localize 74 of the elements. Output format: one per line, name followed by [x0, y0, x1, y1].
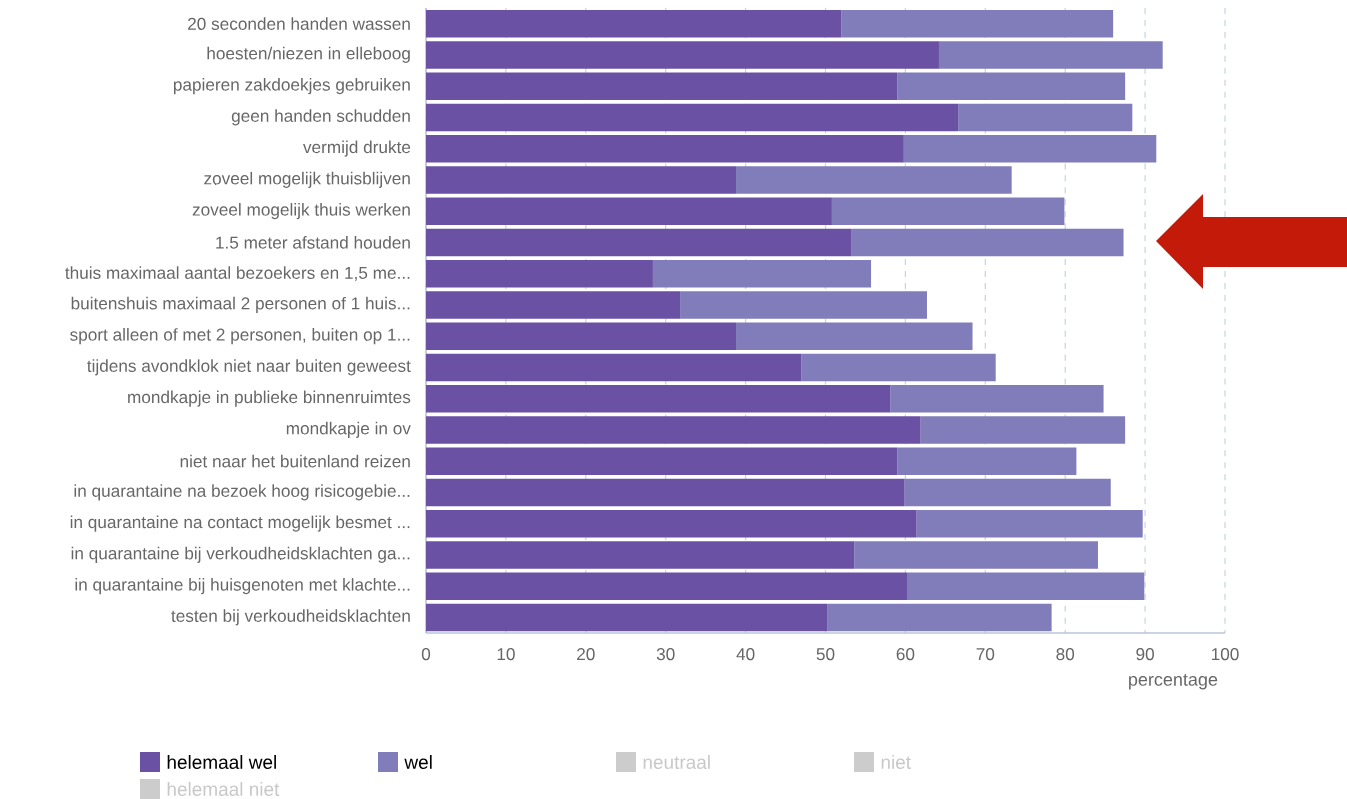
x-tick-label: 0 — [421, 648, 431, 661]
y-tick-label: in quarantaine bij huisgenoten met klachte... — [75, 578, 410, 595]
x-tick-label: 100 — [1211, 648, 1239, 661]
bar — [426, 41, 939, 69]
bar — [904, 478, 1111, 507]
y-tick-label: buitenshuis maximaal 2 personen of 1 huis... — [71, 296, 410, 313]
x-tick-label: 60 — [896, 648, 915, 661]
bar — [851, 228, 1124, 257]
bar — [736, 166, 1012, 194]
bar — [841, 9, 1114, 38]
y-tick-label: vermijd drukte — [303, 140, 411, 157]
x-tick-label: 40 — [736, 648, 755, 661]
bar — [426, 166, 737, 194]
y-tick-label: thuis maximaal aantal bezoekers en 1,5 me... — [65, 266, 410, 281]
bar — [426, 509, 917, 538]
y-tick-label: papieren zakdoekjes gebruiken — [173, 78, 410, 95]
y-tick-label: in quarantaine na bezoek hoog risicogebie... — [74, 484, 410, 501]
bar — [907, 572, 1145, 600]
x-tick-label: 70 — [976, 648, 995, 661]
x-tick-label: 10 — [497, 648, 515, 661]
bar — [426, 353, 802, 382]
y-tick-label: sport alleen of met 2 personen, buiten op 1... — [70, 328, 410, 345]
y-tick-label: testen bij verkoudheidsklachten — [171, 609, 410, 626]
bar — [426, 478, 905, 507]
bar — [958, 103, 1133, 132]
bar — [426, 291, 681, 319]
bar — [426, 384, 891, 413]
bar — [426, 447, 898, 475]
y-tick-label: zoveel mogelijk thuis werken — [192, 203, 410, 220]
bar — [827, 603, 1052, 632]
bar — [916, 509, 1143, 538]
x-axis-title: percentage — [1129, 674, 1218, 690]
bar — [680, 291, 927, 319]
y-tick-label: in quarantaine bij verkoudheidsklachten ga... — [71, 546, 410, 563]
x-tick-label: 30 — [656, 648, 675, 661]
y-tick-label: in quarantaine na contact mogelijk besmet ... — [70, 515, 410, 532]
x-tick-label: 80 — [1056, 648, 1075, 661]
legend-label: wel — [404, 755, 432, 769]
bar — [897, 447, 1077, 475]
bar — [903, 134, 1157, 163]
y-tick-label: tijdens avondklok niet naar buiten geweest — [87, 359, 411, 376]
y-tick-label: mondkapje in publieke binnenruimtes — [128, 390, 411, 407]
bar — [831, 197, 1065, 225]
bar — [426, 9, 842, 38]
y-tick-label: 20 seconden handen wassen — [188, 17, 410, 30]
bar — [426, 322, 737, 350]
bar — [426, 228, 852, 257]
x-tick-label: 90 — [1136, 648, 1154, 661]
y-tick-label: mondkapje in ov — [286, 421, 411, 438]
x-tick-label: 50 — [816, 648, 835, 661]
bar — [426, 103, 959, 132]
bar — [426, 197, 832, 225]
bar — [426, 259, 653, 288]
bar — [426, 541, 855, 569]
y-tick-label: niet naar het buitenland reizen — [180, 454, 410, 468]
bar — [426, 72, 898, 100]
bar — [920, 416, 1126, 444]
y-tick-label: zoveel mogelijk thuisblijven — [204, 171, 410, 188]
bar — [426, 134, 904, 163]
x-tick-label: 20 — [577, 648, 595, 661]
bar — [854, 541, 1098, 569]
bar — [426, 572, 907, 600]
bar — [736, 322, 973, 350]
bar — [890, 384, 1104, 413]
y-tick-label: 1.5 meter afstand houden — [216, 236, 410, 249]
y-tick-label: geen handen schudden — [231, 109, 410, 126]
bar — [652, 259, 872, 288]
bar — [897, 72, 1126, 100]
bar — [801, 353, 996, 382]
bar — [426, 603, 828, 632]
y-tick-label: hoesten/niezen in elleboog — [207, 46, 410, 63]
bar — [426, 416, 921, 444]
bar — [938, 41, 1163, 69]
legend-label: helemaal wel — [167, 755, 276, 769]
